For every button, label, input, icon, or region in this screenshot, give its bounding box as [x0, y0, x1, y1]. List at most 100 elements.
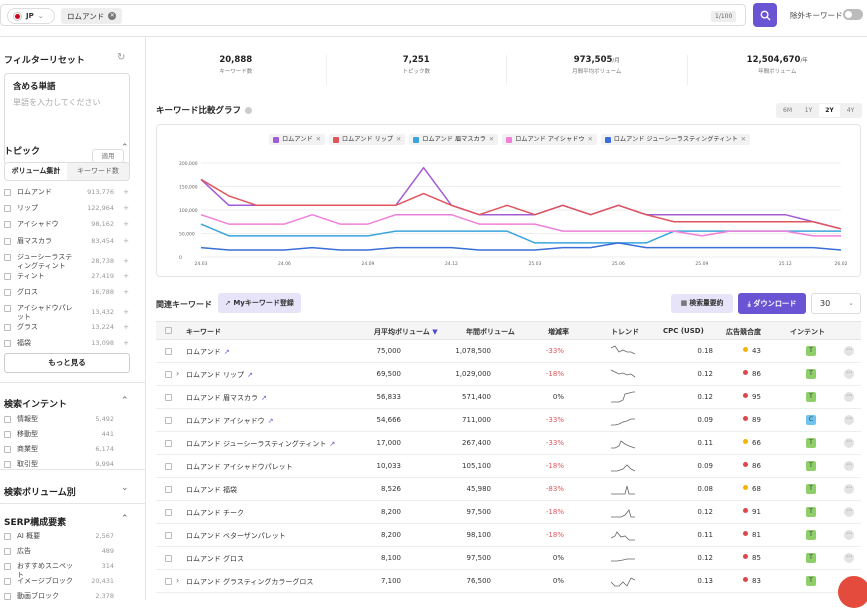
- series-line[interactable]: [201, 215, 841, 236]
- chart-link-icon[interactable]: ↗: [329, 440, 335, 448]
- keyword-cell[interactable]: ロムアンド ジューシーラスティングティント↗: [186, 439, 335, 449]
- seg-volume[interactable]: ボリューム集計: [5, 163, 67, 180]
- checkbox[interactable]: [4, 461, 11, 468]
- query-chip[interactable]: ロムアンド ✕: [61, 8, 122, 24]
- keyword-cell[interactable]: ロムアンド 福袋: [186, 485, 237, 495]
- checkbox[interactable]: [4, 221, 11, 228]
- col-cpc[interactable]: CPC (USD): [663, 327, 704, 335]
- row-checkbox[interactable]: [165, 463, 172, 470]
- keyword-cell[interactable]: ロムアンド アイシャドウパレット: [186, 462, 293, 472]
- row-checkbox[interactable]: [165, 486, 172, 493]
- checkbox[interactable]: [4, 548, 11, 555]
- row-checkbox[interactable]: [165, 348, 172, 355]
- expand-chevron-icon[interactable]: ›: [176, 576, 179, 585]
- more-options-icon[interactable]: ⋯: [844, 530, 854, 540]
- chevron-down-icon[interactable]: ⌄: [121, 483, 129, 493]
- more-options-icon[interactable]: ⋯: [844, 461, 854, 471]
- more-options-icon[interactable]: ⋯: [844, 484, 854, 494]
- checkbox[interactable]: [4, 593, 11, 600]
- chart-link-icon[interactable]: ↗: [268, 417, 274, 425]
- chevron-up-icon[interactable]: ⌃: [121, 514, 129, 524]
- more-options-icon[interactable]: ⋯: [844, 507, 854, 517]
- more-options-icon[interactable]: ⋯: [844, 369, 854, 379]
- checkbox[interactable]: [4, 578, 11, 585]
- row-checkbox[interactable]: [165, 417, 172, 424]
- chevron-up-icon[interactable]: ⌃: [121, 396, 129, 406]
- col-monthly-volume[interactable]: 月平均ボリューム ▼: [374, 327, 438, 337]
- download-button[interactable]: ⤓ ダウンロード: [738, 293, 806, 314]
- keyword-cell[interactable]: ロムアンド グラスティングカラーグロス: [186, 577, 313, 587]
- exclude-keywords-toggle[interactable]: [843, 9, 863, 20]
- keyword-cell[interactable]: ロムアンド アイシャドウ↗: [186, 416, 273, 426]
- keyword-cell[interactable]: ロムアンド リップ↗: [186, 370, 253, 380]
- checkbox[interactable]: [4, 273, 11, 280]
- checkbox[interactable]: [4, 324, 11, 331]
- col-competition[interactable]: 広告競合度: [726, 327, 761, 337]
- country-selector[interactable]: JP ⌄: [7, 8, 55, 24]
- row-checkbox[interactable]: [165, 394, 172, 401]
- plus-icon[interactable]: +: [123, 204, 129, 212]
- row-checkbox[interactable]: [165, 509, 172, 516]
- volume-summary-button[interactable]: ▦ 検索量要約: [671, 294, 733, 313]
- expand-chevron-icon[interactable]: ›: [176, 369, 179, 378]
- checkbox[interactable]: [4, 340, 11, 347]
- row-checkbox[interactable]: [165, 578, 172, 585]
- period-4Y[interactable]: 4Y: [840, 104, 861, 117]
- checkbox[interactable]: [4, 205, 11, 212]
- more-options-icon[interactable]: ⋯: [844, 346, 854, 356]
- chevron-up-icon[interactable]: ⌃: [121, 143, 129, 153]
- col-growth[interactable]: 増減率: [548, 327, 569, 337]
- search-button[interactable]: [753, 3, 777, 27]
- more-options-icon[interactable]: ⋯: [844, 392, 854, 402]
- plus-icon[interactable]: +: [123, 323, 129, 331]
- plus-icon[interactable]: +: [123, 188, 129, 196]
- more-options-icon[interactable]: ⋯: [844, 553, 854, 563]
- plus-icon[interactable]: +: [123, 288, 129, 296]
- row-checkbox[interactable]: [165, 532, 172, 539]
- chart-link-icon[interactable]: ↗: [247, 371, 253, 379]
- select-all-checkbox[interactable]: [165, 327, 172, 334]
- keyword-cell[interactable]: ロムアンド チーク: [186, 508, 244, 518]
- chart-link-icon[interactable]: ↗: [261, 394, 267, 402]
- checkbox[interactable]: [4, 254, 11, 261]
- checkbox[interactable]: [4, 289, 11, 296]
- plus-icon[interactable]: +: [123, 257, 129, 265]
- remove-chip-icon[interactable]: ✕: [108, 12, 116, 20]
- keyword-cell[interactable]: ロムアンド ベターザンパレット: [186, 531, 286, 541]
- plus-icon[interactable]: +: [123, 308, 129, 316]
- rows-per-page-select[interactable]: 30⌄: [811, 293, 861, 314]
- checkbox[interactable]: [4, 431, 11, 438]
- plus-icon[interactable]: +: [123, 272, 129, 280]
- chart-link-icon[interactable]: ↗: [224, 348, 230, 356]
- more-options-icon[interactable]: ⋯: [844, 438, 854, 448]
- col-keyword[interactable]: キーワード: [186, 327, 221, 337]
- keyword-cell[interactable]: ロムアンド グロス: [186, 554, 244, 564]
- checkbox[interactable]: [4, 238, 11, 245]
- more-options-icon[interactable]: ⋯: [844, 415, 854, 425]
- checkbox[interactable]: [4, 416, 11, 423]
- keyword-cell[interactable]: ロムアンド 眉マスカラ↗: [186, 393, 267, 403]
- checkbox[interactable]: [4, 189, 11, 196]
- info-icon[interactable]: [245, 107, 252, 114]
- checkbox[interactable]: [4, 533, 11, 540]
- period-2Y[interactable]: 2Y: [819, 104, 840, 117]
- period-6M[interactable]: 6M: [777, 104, 798, 117]
- period-1Y[interactable]: 1Y: [798, 104, 819, 117]
- plus-icon[interactable]: +: [123, 220, 129, 228]
- row-checkbox[interactable]: [165, 555, 172, 562]
- series-line[interactable]: [201, 243, 841, 250]
- my-keyword-register-button[interactable]: ➚ Myキーワード登録: [218, 293, 301, 313]
- plus-icon[interactable]: +: [123, 237, 129, 245]
- reset-icon[interactable]: ↻: [117, 52, 125, 63]
- row-checkbox[interactable]: [165, 440, 172, 447]
- plus-icon[interactable]: +: [123, 339, 129, 347]
- keyword-search-box[interactable]: JP ⌄ ロムアンド ✕ 1/100: [0, 4, 746, 26]
- apply-button[interactable]: 適用: [92, 149, 124, 163]
